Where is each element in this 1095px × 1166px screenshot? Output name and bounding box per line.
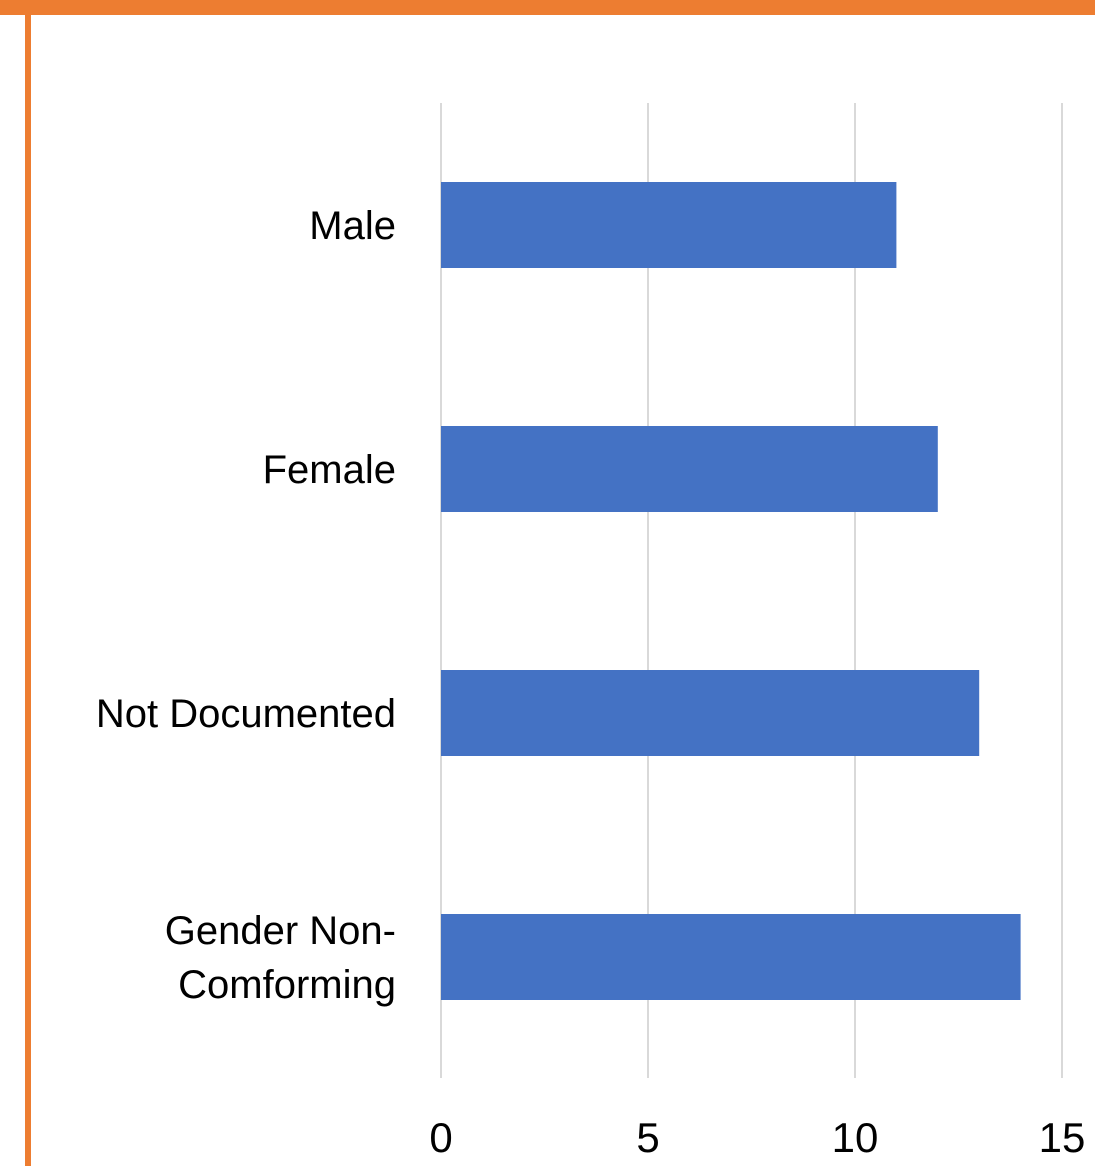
category-label: Not Documented [96, 692, 396, 736]
bar [441, 182, 897, 268]
category-labels: Male Female Not Documented Gender Non- Comfo… [96, 204, 396, 1007]
x-tick-label: 15 [1039, 1114, 1086, 1161]
left-accent-rule [25, 0, 31, 1166]
x-tick-label: 5 [636, 1114, 659, 1161]
x-tick-labels: 0 5 10 15 [429, 1114, 1085, 1161]
category-label: Gender Non- [165, 909, 396, 953]
category-label: Comforming [178, 963, 396, 1007]
bars [441, 182, 1021, 1000]
bar [441, 670, 980, 756]
x-tick-label: 0 [429, 1114, 452, 1161]
category-label: Male [309, 204, 396, 248]
bar [441, 426, 938, 512]
category-label: Female [263, 448, 396, 492]
bar [441, 914, 1021, 1000]
x-tick-label: 10 [832, 1114, 879, 1161]
top-accent-band [0, 0, 1095, 15]
